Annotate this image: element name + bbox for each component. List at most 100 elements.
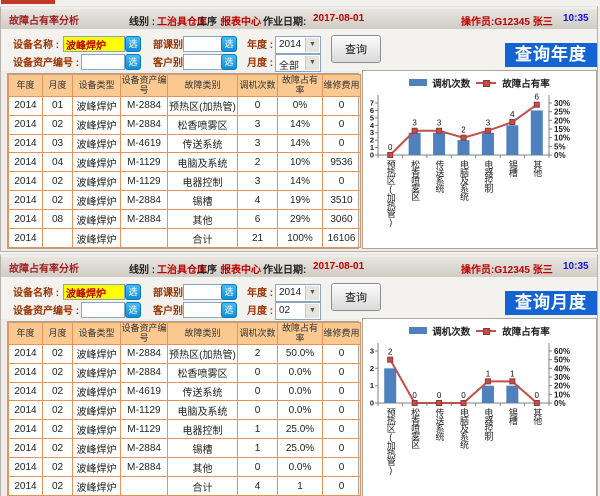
asset-no-select-button[interactable]: 选 — [125, 54, 141, 70]
table-cell: 2014 — [8, 457, 43, 478]
line-label: 线别 : — [129, 265, 156, 276]
query-button[interactable]: 查询 — [331, 35, 381, 63]
table-cell: 0 — [237, 381, 278, 402]
table-cell: 9536 — [322, 152, 361, 173]
panel-yearly-query: 故障占有率分析 线别 : 工治具仓库 工序 : 报表中心 作业日期: 2017-… — [0, 6, 598, 252]
table-cell: 波峰焊炉 — [72, 228, 121, 248]
device-name-input[interactable] — [63, 284, 125, 300]
table-cell: 电器控制 — [167, 419, 238, 440]
chevron-down-icon[interactable]: ▼ — [305, 56, 319, 70]
col-header: 故障类别 — [167, 74, 238, 97]
customer-select-button[interactable]: 选 — [221, 54, 237, 70]
dept-input[interactable] — [183, 36, 223, 52]
svg-text:50%: 50% — [554, 356, 570, 365]
table-cell: 14% — [277, 133, 323, 154]
station-value: 报表中心 — [221, 17, 261, 28]
query-button[interactable]: 查询 — [331, 283, 381, 311]
x-axis-category-label: 电脑及系统 — [458, 160, 469, 200]
col-header: 设备资产编号 — [120, 74, 168, 97]
table-row: 2014 02 波峰焊炉 M-2884 锡槽 1 25.0% 0 — [8, 438, 361, 459]
device-name-input[interactable] — [63, 36, 125, 52]
table-cell: 25.0% — [277, 419, 323, 440]
col-header: 维修费用 — [322, 74, 361, 97]
table-cell: 其他 — [167, 209, 238, 230]
table-cell: 14% — [277, 114, 323, 135]
table-cell: 2014 — [8, 381, 43, 402]
col-header: 月度 — [42, 322, 73, 345]
table-cell: 松香喷雾区 — [167, 362, 238, 383]
table-cell: 3 — [237, 171, 278, 192]
col-header: 故障类别 — [167, 322, 238, 345]
table-cell: 14% — [277, 171, 323, 192]
table-cell — [120, 228, 168, 248]
svg-text:20%: 20% — [554, 116, 570, 125]
table-row: 2014 波峰焊炉 合计 21 100% 16106 — [8, 228, 361, 248]
customer-select-button[interactable]: 选 — [221, 302, 237, 318]
col-header: 月度 — [42, 74, 73, 97]
header-bar: 故障占有率分析 线别 : 工治具仓库 工序 : 报表中心 作业日期: 2017-… — [1, 257, 597, 278]
year-dropdown[interactable]: 2014 ▼ — [275, 36, 321, 54]
year-dropdown[interactable]: 2014 ▼ — [275, 284, 321, 302]
table-cell: 0 — [237, 362, 278, 383]
svg-text:2: 2 — [370, 364, 374, 373]
table-cell: 0 — [322, 343, 361, 364]
table-cell: 03 — [42, 133, 73, 154]
table-cell: 02 — [42, 419, 73, 440]
table-cell: 2014 — [8, 362, 43, 383]
month-dropdown[interactable]: 02 ▼ — [275, 302, 321, 320]
line-marker — [436, 400, 443, 406]
table-cell: 02 — [42, 457, 73, 478]
asset-no-input[interactable] — [81, 302, 125, 318]
table-cell: 4 — [237, 476, 278, 496]
table-cell: 合计 — [167, 476, 238, 496]
chevron-down-icon[interactable]: ▼ — [305, 304, 319, 318]
chevron-down-icon[interactable]: ▼ — [305, 286, 319, 300]
table-cell: 02 — [42, 114, 73, 135]
table-cell: 02 — [42, 171, 73, 192]
dept-select-button[interactable]: 选 — [221, 284, 237, 300]
table-row: 2014 02 波峰焊炉 M-1129 电器控制 1 25.0% 0 — [8, 419, 361, 440]
line-marker — [484, 378, 491, 385]
svg-text:30%: 30% — [554, 373, 570, 382]
asset-no-input[interactable] — [81, 54, 125, 70]
asset-no-select-button[interactable]: 选 — [125, 302, 141, 318]
device-name-select-button[interactable]: 选 — [125, 284, 141, 300]
table-cell: 4 — [237, 190, 278, 211]
table-cell: 0 — [322, 133, 361, 154]
bar — [457, 140, 470, 155]
table-row: 2014 08 波峰焊炉 M-2884 其他 6 29% 3060 — [8, 209, 361, 230]
x-axis-category-label: 松香喷雾区 — [410, 160, 421, 200]
customer-input[interactable] — [183, 54, 223, 70]
dept-select-button[interactable]: 选 — [221, 36, 237, 52]
table-cell: M-2884 — [120, 190, 168, 211]
dept-label: 部课别: — [153, 288, 187, 299]
table-cell — [42, 228, 73, 248]
line-marker — [484, 127, 491, 134]
table-row: 2014 02 波峰焊炉 合计 4 1 0 — [8, 476, 361, 496]
x-axis-category-label: 预热区(加热管) — [385, 408, 396, 474]
svg-text:15%: 15% — [554, 125, 570, 134]
table-cell: 01 — [42, 95, 73, 116]
device-name-select-button[interactable]: 选 — [125, 36, 141, 52]
svg-text:20%: 20% — [554, 382, 570, 391]
table-cell: M-1129 — [120, 152, 168, 173]
col-header: 设备类型 — [72, 322, 121, 345]
chart-container: 调机次数 故障占有率 0 1 2 3 4 5 6 7 0% 5% 10% 15% 20% 25% 30% 0 3… — [362, 70, 597, 249]
table-cell: 2 — [237, 152, 278, 173]
col-header: 调机次数 — [237, 322, 278, 345]
bar — [433, 132, 446, 155]
svg-text:40%: 40% — [554, 364, 570, 373]
customer-input[interactable] — [183, 302, 223, 318]
svg-text:1: 1 — [370, 143, 374, 152]
dept-input[interactable] — [183, 284, 223, 300]
operator-info: 操作员:G12345 张三 — [461, 265, 553, 276]
month-dropdown[interactable]: 全部 ▼ — [275, 54, 321, 72]
table-cell: 0 — [322, 95, 361, 116]
table-cell: 0.0% — [277, 457, 323, 478]
panel-monthly-query: 故障占有率分析 线别 : 工治具仓库 工序 : 报表中心 作业日期: 2017-… — [0, 254, 598, 496]
table-cell: M-2884 — [120, 209, 168, 230]
x-axis-category-label: 预热区(加热管) — [385, 160, 396, 226]
fault-table-container: 年度 月度 设备类型 设备资产编号 故障类别 调机次数 故障占有率 维修费用 2… — [7, 321, 361, 496]
chevron-down-icon[interactable]: ▼ — [305, 38, 319, 52]
